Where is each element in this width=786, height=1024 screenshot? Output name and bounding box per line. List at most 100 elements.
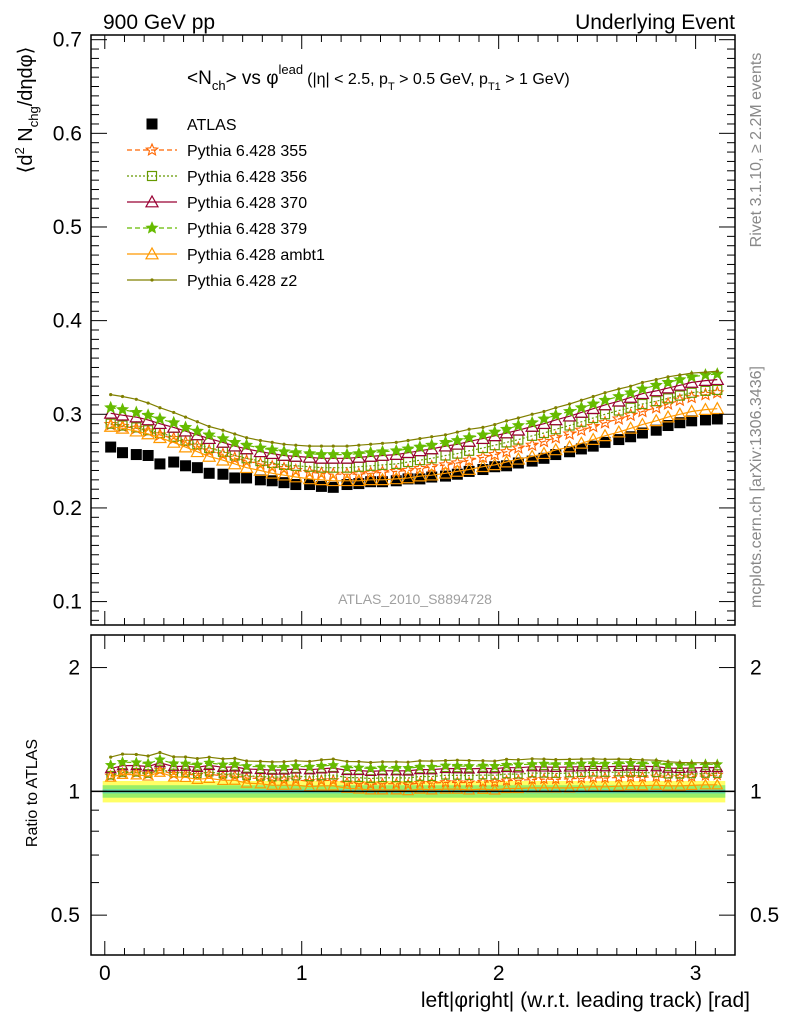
main-point-6-34 [530,412,534,416]
main-point-4-4 [153,412,167,425]
ratio-curves [104,750,724,796]
ratio-point-4-21 [364,762,377,774]
ratio-point-6-39 [591,757,595,761]
main-point-0-48 [699,414,711,426]
y-tick-label: 0.7 [53,29,82,52]
main-point-4-27 [438,435,453,448]
main-point-0-8 [203,467,215,479]
legend: ATLAS Pythia 6.428 355 Pythia 6.428 356 Pyt… [127,117,325,290]
main-point-0-24 [402,473,414,485]
main-point-6-10 [233,432,237,436]
main-point-3-48 [698,373,713,386]
main-point-6-41 [617,387,621,391]
ratio-point-5-13 [266,778,279,790]
main-point-5-32 [499,454,514,468]
main-point-4-48 [698,368,713,381]
ratio-point-4-5 [167,757,180,769]
main-point-4-36 [549,408,563,421]
side-label-mcplots: mcplots.cern.ch [arXiv:1306.3436] [748,366,765,608]
main-point-2-3 [143,425,154,436]
ratio-point-6-26 [430,759,434,763]
ratio-point-5-8 [203,771,216,783]
legend-marker-5 [144,246,160,260]
ratio-point-4-9 [217,758,229,770]
main-point-2-44 [651,396,662,407]
main-point-4-26 [425,438,439,451]
main-point-0-33 [512,457,524,469]
main-point-0-23 [390,475,402,487]
main-point-5-1 [115,421,130,434]
main-point-2-48 [700,385,711,396]
main-point-3-47 [684,375,699,388]
ratio-point-4-18 [327,759,340,771]
ratio-point-1-24 [401,777,415,790]
legend-marker-2 [146,170,158,182]
main-point-5-31 [487,457,502,471]
ratio-point-4-28 [451,759,464,771]
main-point-0-32 [501,460,513,472]
main-point-5-42 [623,421,638,434]
main-point-0-2 [130,449,142,461]
main-point-6-37 [567,402,572,406]
header-left: 900 GeV pp [103,11,215,34]
ratio-point-6-0 [109,755,113,759]
legend-label-5: Pythia 6.428 ambt1 [187,247,325,264]
ratio-point-6-24 [406,760,410,764]
main-point-0-12 [254,474,266,486]
main-point-0-49 [711,413,723,425]
main-point-4-20 [352,446,366,460]
main-point-5-13 [265,466,280,479]
ratio-point-4-20 [353,761,365,773]
main-point-5-11 [239,460,254,474]
ratio-point-6-43 [640,758,645,762]
ratio-point-5-9 [216,774,230,786]
main-point-6-40 [603,391,607,395]
ratio-point-5-3 [141,769,155,781]
main-point-4-2 [129,405,143,419]
ratio-point-6-48 [703,761,708,765]
ratio-point-5-30 [476,782,490,794]
main-point-4-40 [598,393,612,406]
y-tick-label: 0.1 [53,591,82,614]
main-point-1-43 [635,404,650,418]
ratio-point-5-18 [327,779,340,791]
x-tick-label: 0 [99,962,111,985]
ratio-point-6-32 [504,757,509,762]
ratio-point-4-37 [563,757,576,769]
main-point-5-15 [288,469,303,483]
main-point-3-44 [649,383,664,397]
main-point-6-39 [591,394,595,399]
ratio-point-4-24 [402,762,414,774]
ratio-point-2-29 [464,771,474,780]
main-point-5-6 [178,439,193,453]
main-point-6-12 [258,438,262,443]
ratio-point-4-40 [599,757,611,769]
main-point-5-26 [424,467,439,481]
ratio-point-4-46 [674,759,686,771]
main-point-4-38 [574,400,588,414]
main-point-4-47 [685,369,699,383]
ratio-point-6-6 [183,755,188,759]
ratio-point-2-7 [192,769,202,779]
ratio-point-4-32 [500,758,513,770]
ratio-point-5-21 [364,783,377,795]
ratio-point-6-41 [617,757,621,761]
main-point-0-31 [489,461,501,473]
legend-label-1: Pythia 6.428 355 [187,143,307,160]
x-tick-label: 3 [690,962,702,985]
ratio-point-5-4 [153,765,167,777]
ratio-point-5-44 [650,778,663,790]
main-point-4-19 [340,447,354,461]
main-point-0-7 [191,462,203,474]
ratio-point-6-25 [418,759,422,763]
main-point-0-0 [105,441,117,453]
main-point-4-30 [476,427,490,441]
ratio-point-6-47 [690,761,694,765]
main-point-6-48 [703,370,708,374]
y-tick-label: 0.3 [53,403,82,426]
main-point-0-15 [290,479,302,491]
ratio-point-2-10 [230,769,240,779]
ratio-point-5-26 [425,783,438,795]
ratio-point-2-42 [626,767,635,777]
ratio-point-6-18 [331,757,335,761]
